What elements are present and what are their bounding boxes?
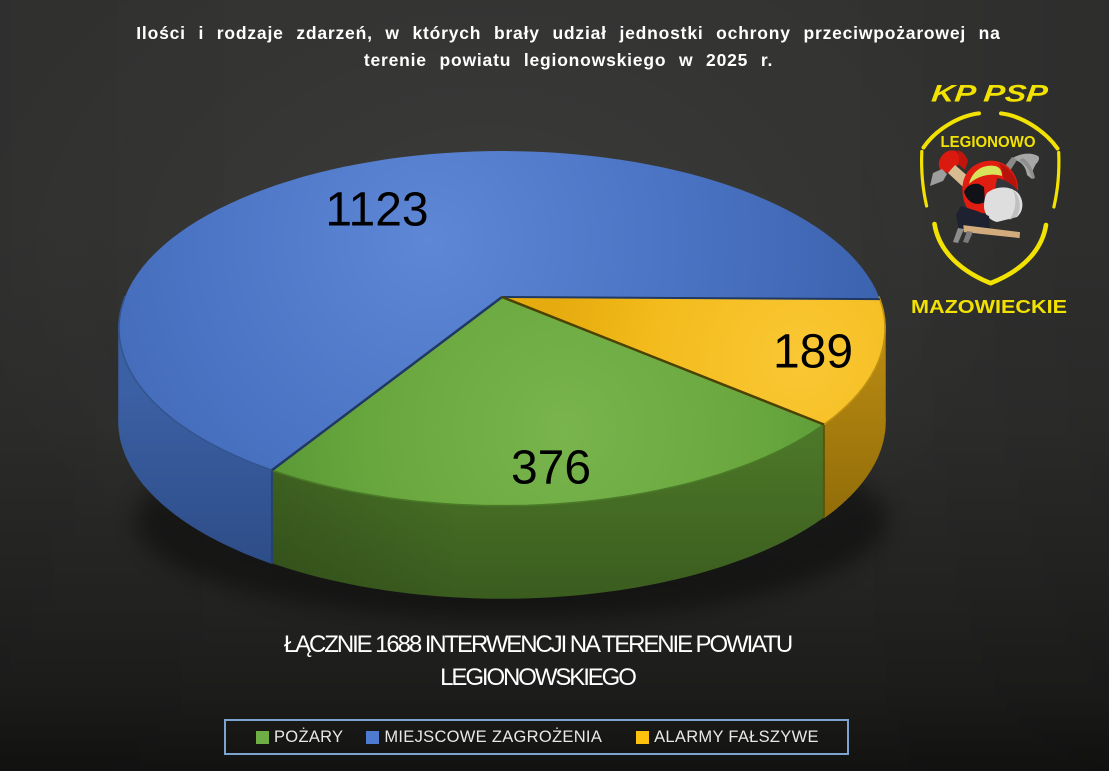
svg-text:MAZOWIECKIE: MAZOWIECKIE [911,296,1067,317]
svg-text:LEGIONOWO: LEGIONOWO [941,134,1036,151]
svg-text:KP PSP: KP PSP [930,81,1050,108]
